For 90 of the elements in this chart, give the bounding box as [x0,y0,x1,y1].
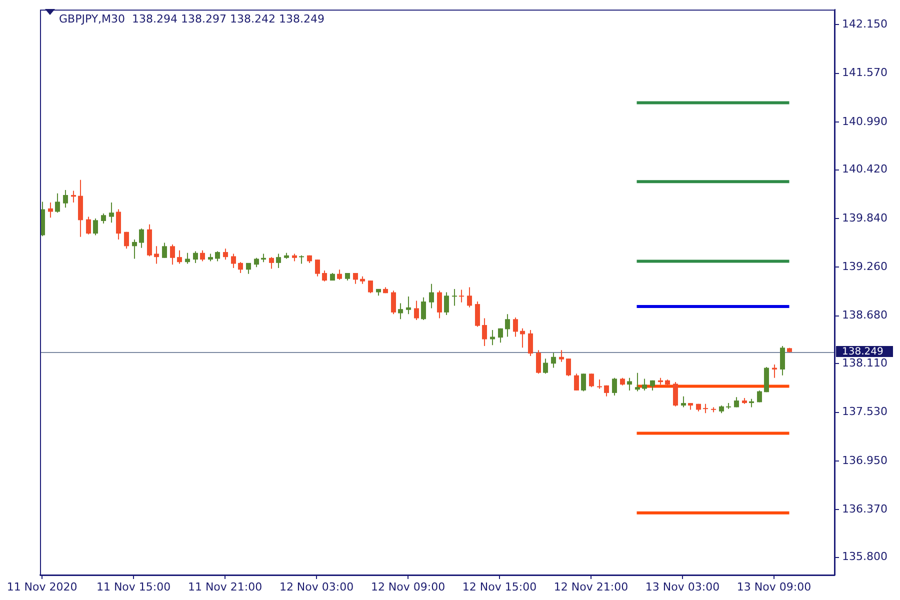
candlestick [429,283,434,309]
candlestick [559,350,564,362]
candlestick [642,378,647,391]
candlestick [124,231,129,250]
candlestick [467,286,472,308]
candlestick [437,290,442,319]
candlestick [543,358,548,374]
candlestick [368,280,373,294]
candlestick [574,373,579,391]
x-tick-label: 12 Nov 15:00 [462,580,537,594]
candlestick [353,272,358,284]
candlestick [170,244,175,266]
y-tick-label: 139.840 [842,211,888,224]
candlestick [269,256,274,270]
candlestick [185,252,190,264]
x-tick-label: 11 Nov 21:00 [188,580,262,594]
y-tick-label: 137.530 [842,405,888,418]
candlestick [48,202,53,218]
candlestick [703,403,708,414]
x-tick-label: 12 Nov 03:00 [279,580,354,594]
candlestick [780,345,785,376]
candlestick [528,330,533,357]
x-tick-label: 12 Nov 21:00 [554,580,628,594]
x-tick-label: 12 Nov 09:00 [370,580,446,594]
candlestick [101,212,106,224]
candlestick [162,242,167,258]
candlestick [406,296,411,315]
candlestick [200,250,205,262]
candlestick [673,382,678,407]
candlestick [93,218,98,236]
candlestick [612,377,617,396]
candlestick [513,316,518,338]
y-tick-label: 138.680 [842,308,888,322]
candlestick [566,358,571,377]
candlestick [215,250,220,262]
y-tick-label: 140.990 [842,114,888,128]
candlestick [551,352,556,368]
y-tick-label: 135.800 [842,550,888,564]
candlestick [276,253,281,268]
candlestick [63,189,68,208]
x-tick-label: 13 Nov 03:00 [645,580,720,594]
y-tick-label: 136.950 [842,454,888,467]
y-tick-label: 139.260 [842,260,888,273]
x-tick-label: 11 Nov 15:00 [96,580,171,594]
candlestick [109,202,114,224]
candlestick [315,259,320,277]
candlestick [177,250,182,264]
candlestick [536,350,541,374]
candlestick [398,302,403,320]
candlestick [132,238,137,260]
candlestick [223,248,228,260]
candlestick [238,262,243,274]
candlestick [520,328,525,348]
candlestick [139,228,144,248]
candlestick [193,250,198,264]
ref-line-label: 138.249 [842,346,884,358]
candlestick [391,290,396,315]
y-tick-label: 142.150 [842,18,888,31]
candlestick [55,192,60,214]
candlestick [231,253,236,268]
candlestick [505,314,510,338]
chart-title: GBPJPY,M30 138.294 138.297 138.242 138.249 [59,12,324,26]
candlestick [635,372,640,392]
candlestick [459,289,464,303]
candlestick [711,406,716,413]
candlestick [589,373,594,388]
candlestick [116,208,121,240]
candlestick [414,300,419,320]
candlestick [482,318,487,346]
candlestick [421,296,426,320]
candlestick [444,292,449,316]
candlestick [475,301,480,328]
candlestick [681,396,686,408]
y-tick-label: 140.420 [842,162,888,176]
candlestick [627,377,632,391]
candlestick [86,216,91,235]
x-tick-label: 13 Nov 09:00 [736,580,812,594]
candlestick [498,328,503,344]
candlestick [452,288,457,306]
candlestick [490,330,495,346]
candlestick [581,373,586,392]
y-tick-label: 136.370 [842,502,888,516]
y-tick-label: 138.110 [842,356,888,370]
candlestick [154,246,159,264]
candlestick [597,379,602,390]
candlestick [337,269,342,280]
candlestick [254,257,259,268]
x-tick-label: 11 Nov 2020 [6,580,78,594]
y-tick-label: 141.570 [842,66,888,80]
candlestick [322,270,327,282]
